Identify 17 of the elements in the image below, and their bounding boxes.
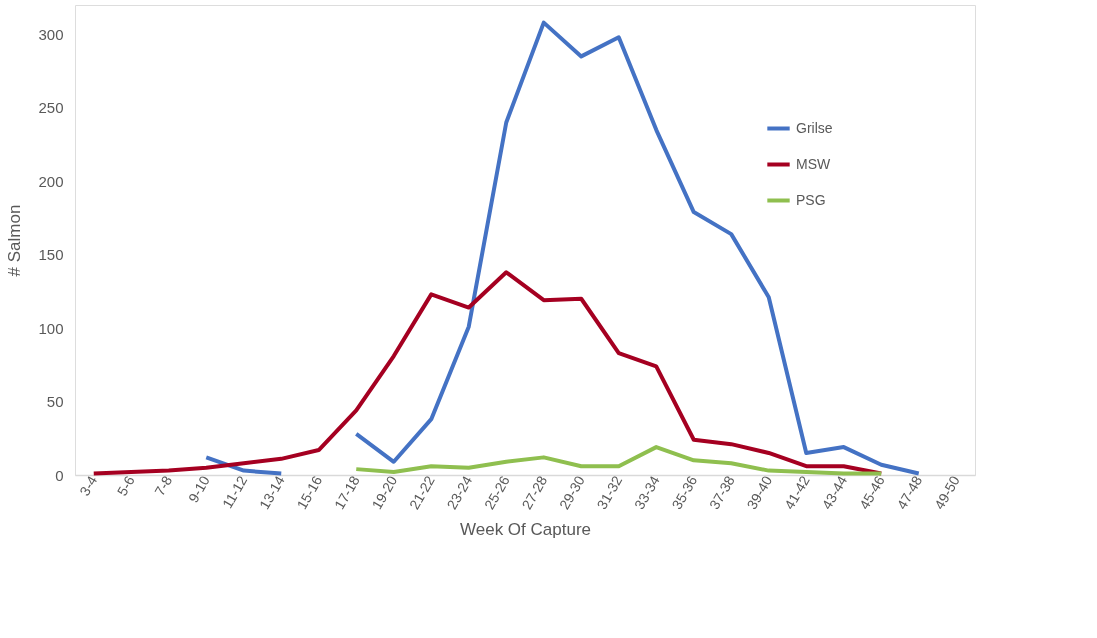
x-axis-title: Week Of Capture xyxy=(459,520,592,540)
x-tick-label: 3-4 xyxy=(76,472,101,499)
line-series xyxy=(91,270,884,476)
y-axis-title: # Salmon xyxy=(5,204,25,277)
y-tick-label: 50 xyxy=(46,393,64,411)
line-series xyxy=(354,445,884,476)
y-tick-label: 300 xyxy=(38,25,64,43)
y-tick-label: 0 xyxy=(55,466,64,484)
y-tick-label: 100 xyxy=(38,319,64,337)
legend-label: Grilse xyxy=(796,119,833,136)
y-tick-label: 250 xyxy=(38,99,64,117)
y-tick-label: 150 xyxy=(38,246,64,264)
x-tick-label: 5-6 xyxy=(113,472,138,499)
x-tick-label: 7-8 xyxy=(151,472,176,499)
legend-label: PSG xyxy=(796,191,826,208)
y-tick-label: 200 xyxy=(38,172,64,190)
legend-label: MSW xyxy=(796,155,831,172)
